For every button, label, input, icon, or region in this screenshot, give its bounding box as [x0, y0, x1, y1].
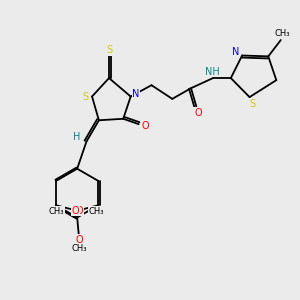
Text: O: O [75, 235, 83, 245]
Text: S: S [250, 99, 256, 109]
Text: CH₃: CH₃ [49, 207, 64, 216]
Text: H: H [73, 132, 81, 142]
Text: O: O [71, 206, 79, 216]
Text: S: S [106, 45, 112, 56]
Text: CH₃: CH₃ [274, 29, 290, 38]
Text: NH: NH [205, 67, 220, 76]
Text: CH₃: CH₃ [71, 244, 87, 253]
Text: O: O [141, 121, 149, 130]
Text: S: S [82, 92, 88, 101]
Text: O: O [194, 108, 202, 118]
Text: N: N [132, 88, 140, 98]
Text: N: N [232, 47, 239, 57]
Text: O: O [75, 206, 83, 216]
Text: CH₃: CH₃ [88, 207, 104, 216]
